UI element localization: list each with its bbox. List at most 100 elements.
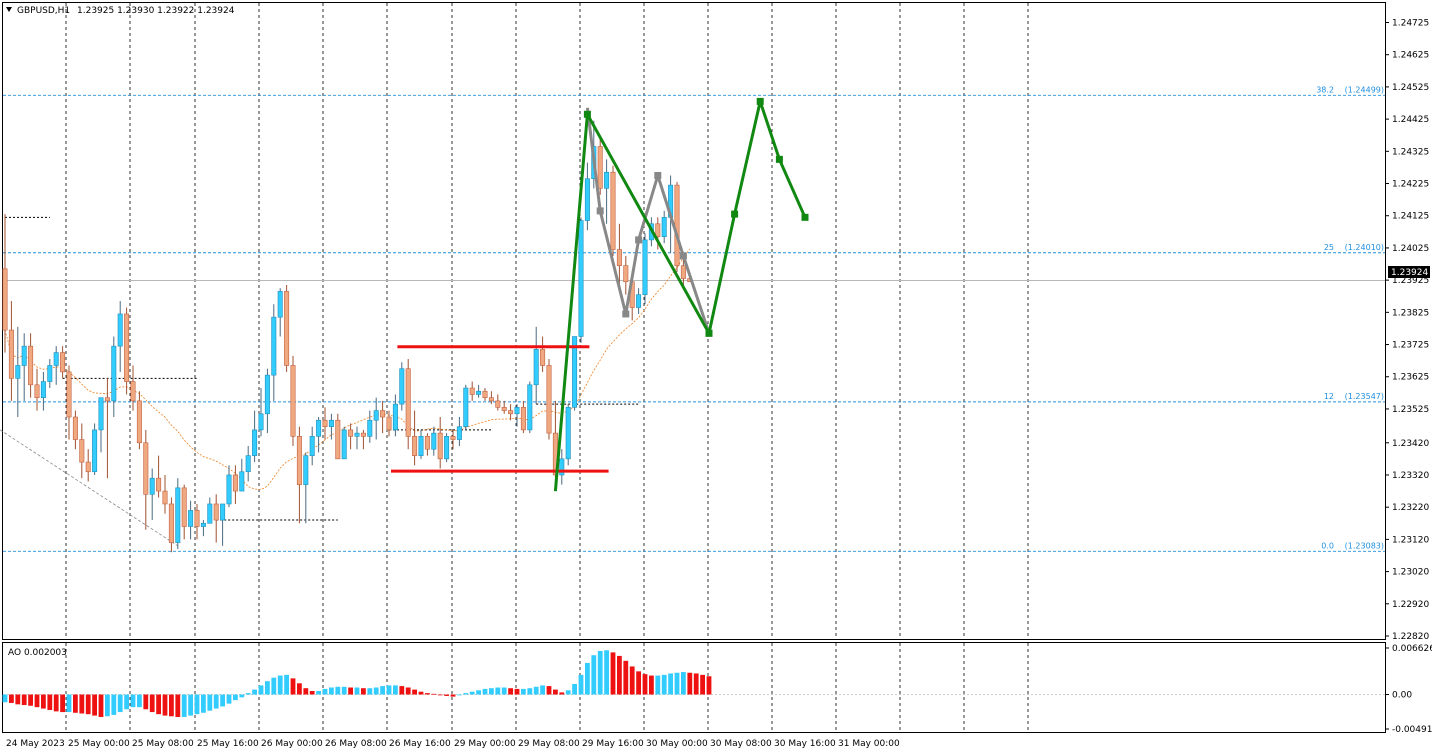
moving-average-line [4,248,691,491]
ao-bar [508,688,513,695]
candle [565,404,571,466]
ao-bar [111,694,117,715]
candle [277,288,283,337]
candle [399,362,405,411]
candle-body [405,368,411,437]
candle-body [623,265,629,283]
candle-body [597,146,603,189]
gray-wave-point [679,252,687,260]
candle [501,400,507,414]
ao-bar [636,671,641,695]
ao-bar [226,694,232,704]
fib-price-label: (1.23083) [1345,541,1384,550]
candle [578,217,584,343]
candle-body [674,184,680,266]
candle-body [680,265,686,279]
candle-body [296,436,302,485]
candle [239,458,245,492]
y-tick-label: 1.24725 [1392,18,1429,28]
candle-body [335,419,341,460]
candle-body [501,407,507,411]
fib-price-label: (1.23547) [1345,392,1384,401]
candle-body [252,429,258,456]
ao-bar [329,687,334,695]
candle [546,359,552,440]
candle-body [444,436,450,460]
candle-body [380,410,386,418]
candle-body [53,352,59,366]
ao-label: AO 0.002003 [8,648,67,658]
candle [258,388,264,437]
y-tick-label: 1.23320 [1392,471,1429,481]
ao-bar [610,652,616,695]
candle [418,429,424,459]
candle [21,333,27,401]
candle [98,397,104,453]
candle-body [418,436,424,456]
ao-bar [457,694,462,696]
x-tick-label: 26 May 00:00 [261,739,323,749]
ao-bar [572,683,577,695]
candle [405,359,411,450]
x-tick-label: 25 May 08:00 [132,739,194,749]
candle [2,214,8,353]
ao-bar [444,694,449,696]
candle-body [200,522,206,527]
candle [156,455,162,498]
candle-body [72,416,78,440]
ao-bar [463,693,469,695]
candle [380,400,386,434]
ao-bar [258,685,264,695]
ao-bar [284,674,289,695]
candle [584,162,590,231]
y-tick-label: 1.23525 [1392,405,1429,415]
candle-body [92,429,98,473]
candle-body [188,510,194,527]
ao-bar [290,678,296,695]
y-tick-label: 1.23625 [1392,373,1429,383]
candle [508,404,514,421]
ao-bar [98,694,104,717]
candle-body [341,429,347,460]
candle [437,417,443,469]
candle-body [2,268,8,331]
ao-bar [527,688,533,695]
x-tick-label: 31 May 00:00 [838,739,900,749]
gray-wave-point [622,310,630,318]
x-tick-label: 30 May 16:00 [774,739,836,749]
ao-bar [34,694,40,708]
ao-bar [201,694,206,713]
ao-bar [239,694,245,698]
candle [28,333,34,398]
candle [271,304,277,401]
candle-body [604,171,610,189]
ao-bar [700,674,705,695]
candle [616,223,622,292]
candle-body [21,345,27,366]
ao-bar [559,692,565,695]
ao-bar [489,688,494,695]
ao-bar [469,691,475,695]
candle [469,381,475,401]
candle-body [239,471,245,492]
ao-bar [92,694,97,716]
candle-body [220,503,226,521]
ao-bar [674,672,680,695]
ao-bar [175,694,181,717]
candle [412,410,418,466]
candle [322,407,328,440]
candle-body [111,345,117,402]
candle [207,497,213,524]
candle [66,365,72,440]
ao-bar [380,686,385,695]
ao-bar [585,662,590,695]
candle [60,346,66,379]
candle-body [367,419,373,437]
ao-y-tick-label: 0.006626 [1392,644,1432,654]
candle-body [540,349,546,366]
y-tick-label: 1.24425 [1392,115,1429,125]
chevron-down-icon[interactable] [6,7,12,12]
ao-bar [66,694,72,713]
candle-body [66,371,72,418]
